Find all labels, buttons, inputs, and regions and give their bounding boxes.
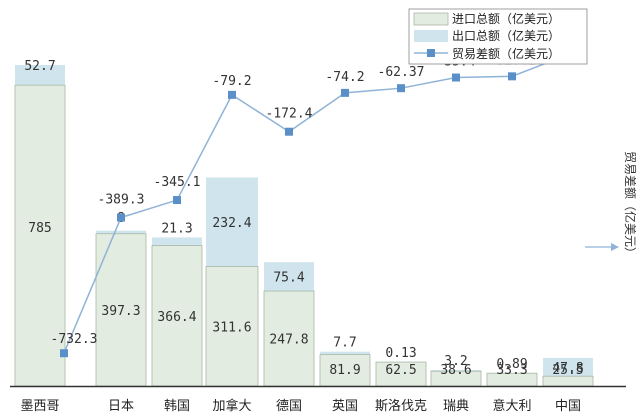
trade-balance-label-3: -79.2	[212, 74, 251, 89]
legend-label-import: 进口总额（亿美元）	[452, 11, 560, 26]
bar-export-1	[96, 230, 146, 234]
trade-balance-label-1: -389.3	[98, 193, 145, 208]
bar-label-import-3: 311.6	[212, 320, 251, 335]
trade-balance-marker-5	[341, 88, 349, 97]
category-label-4: 德国	[276, 399, 302, 414]
bar-export-4	[264, 262, 314, 292]
trade-balance-marker-0	[60, 349, 68, 358]
category-labels-layer: 墨西哥 日本 韩国 加拿大 德国 英国 斯洛伐克 瑞典 意大利 中国	[20, 398, 581, 414]
trade-balance-marker-2	[173, 196, 181, 205]
bar-label-export-0: 52.7	[24, 59, 55, 74]
bar-export-5	[320, 351, 370, 355]
bar-label-export-9: 47.8	[552, 361, 583, 376]
bar-label-import-7: 38.6	[440, 363, 471, 378]
bar-label-import-2: 366.4	[157, 310, 196, 325]
bar-label-import-6: 62.5	[385, 363, 416, 378]
legend-label-export: 出口总额（亿美元）	[452, 28, 560, 43]
bar-import-0	[14, 84, 66, 387]
bar-label-export-3: 232.4	[212, 216, 251, 231]
bar-label-export-7: 3.2	[444, 354, 467, 369]
secondary-axis-arrow-head	[611, 243, 619, 251]
trade-balance-label-6: -62.37	[378, 65, 425, 80]
trade-balance-marker-1	[117, 213, 125, 222]
secondary-axis-title: 贸易差额（亿美元）	[623, 151, 636, 259]
trade-balance-label-5: -74.2	[325, 70, 364, 85]
secondary-axis: 贸易差额（亿美元）	[585, 151, 636, 259]
trade-balance-marker-7	[452, 73, 460, 82]
bar-export-7	[431, 369, 481, 372]
bar-label-export-5: 7.7	[333, 336, 356, 351]
legend-swatch-import	[413, 12, 449, 26]
bar-label-export-6: 0.13	[385, 346, 416, 361]
trade-balance-line-layer	[60, 50, 572, 358]
bar-label-import-5: 81.9	[329, 363, 360, 378]
bars-layer	[14, 64, 594, 387]
trade-balance-marker-4	[285, 127, 293, 136]
legend-swatch-export	[414, 30, 448, 42]
trade-balance-marker-6	[397, 84, 405, 93]
trade-balance-label-0: -732.3	[51, 332, 98, 347]
category-label-5: 英国	[332, 399, 358, 414]
bar-export-2	[152, 237, 202, 246]
category-label-2: 韩国	[164, 399, 190, 414]
legend-label-line: 贸易差额（亿美元）	[452, 46, 560, 61]
category-label-3: 加拿大	[212, 398, 251, 414]
bar-label-export-8: 0.89	[496, 357, 527, 372]
bar-label-export-4: 75.4	[273, 271, 304, 286]
trade-balance-line	[63, 53, 569, 354]
bar-label-import-8: 33.3	[496, 363, 527, 378]
bar-export-0	[15, 64, 65, 86]
trade-balance-marker-8	[508, 72, 516, 81]
bar-import-3	[205, 266, 259, 387]
bar-export-9	[543, 357, 593, 377]
category-label-1: 日本	[108, 399, 134, 414]
bar-label-import-1: 397.3	[101, 304, 140, 319]
category-label-0: 墨西哥	[20, 399, 59, 414]
bar-label-import-0: 785	[28, 221, 51, 236]
bar-import-2	[151, 245, 203, 387]
bar-export-3	[206, 177, 258, 267]
category-label-7: 瑞典	[443, 399, 469, 414]
category-label-8: 意大利	[492, 398, 531, 414]
bar-import-5	[319, 354, 371, 387]
category-label-9: 中国	[555, 399, 581, 414]
legend: 进口总额（亿美元） 出口总额（亿美元） 贸易差额（亿美元）	[408, 8, 588, 65]
bar-labels-layer: 78552.7397.38366.421.3311.6232.4247.875.…	[24, 59, 583, 378]
bar-label-import-4: 247.8	[269, 333, 308, 348]
trade-balance-label-4: -172.4	[266, 107, 313, 122]
legend-swatch-marker	[427, 49, 435, 57]
trade-balance-marker-3	[228, 90, 236, 99]
bar-label-export-2: 21.3	[161, 221, 192, 236]
trade-balance-label-2: -345.1	[154, 175, 201, 190]
bar-import-4	[263, 290, 315, 387]
category-label-6: 斯洛伐克	[375, 399, 427, 414]
bar-label-import-9: 25.5	[552, 363, 583, 378]
